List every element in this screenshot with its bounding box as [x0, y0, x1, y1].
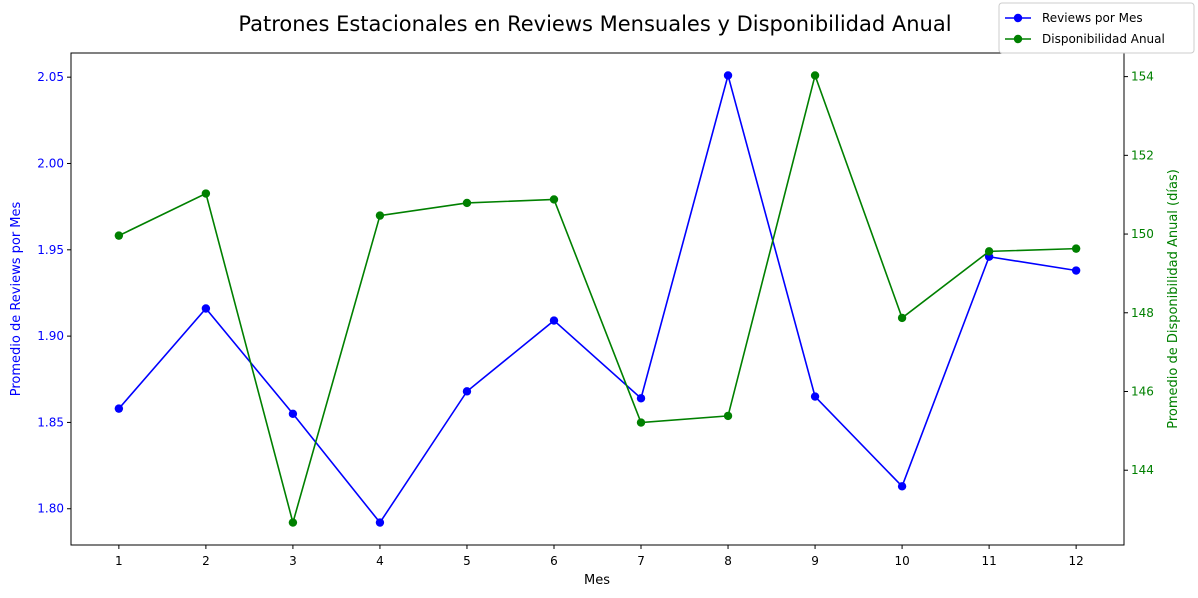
- left-y-tick-label: 1.90: [37, 329, 64, 343]
- x-tick-label: 1: [115, 554, 123, 568]
- legend-label: Reviews por Mes: [1042, 11, 1143, 25]
- left-y-tick-label: 2.00: [37, 156, 64, 170]
- x-tick-label: 2: [202, 554, 210, 568]
- series-line-reviews: [118, 72, 1077, 524]
- data-point-disponibilidad: [984, 247, 994, 256]
- left-y-tick-label: 1.80: [37, 502, 64, 516]
- legend: Reviews por Mes Disponibilidad Anual: [998, 2, 1195, 54]
- data-point-reviews: [549, 316, 559, 325]
- left-y-tick-label: 1.95: [37, 243, 64, 257]
- x-tick-label: 9: [811, 554, 819, 568]
- plot-frame: [70, 52, 1125, 546]
- data-point-disponibilidad: [201, 189, 211, 198]
- data-point-reviews: [636, 394, 646, 403]
- data-point-disponibilidad: [114, 231, 124, 240]
- x-tick-label: 10: [894, 554, 909, 568]
- x-tick-label: 8: [724, 554, 732, 568]
- right-y-tick-label: 154: [1131, 70, 1154, 84]
- data-point-reviews: [201, 304, 211, 313]
- right-y-tick-label: 148: [1131, 306, 1154, 320]
- left-y-axis-label: Promedio de Reviews por Mes: [9, 201, 24, 396]
- right-y-tick-label: 146: [1131, 384, 1154, 398]
- legend-label: Disponibilidad Anual: [1042, 32, 1165, 46]
- left-y-tick-label: 1.85: [37, 415, 64, 429]
- data-point-disponibilidad: [462, 198, 472, 208]
- data-point-disponibilidad: [375, 211, 385, 220]
- series-line-disponibilidad: [118, 72, 1077, 526]
- left-y-tick-label: 2.05: [37, 70, 64, 84]
- left-y-axis: 1.80 1.85 1.90 1.95 2.00 2.05: [37, 70, 71, 516]
- x-axis: 1 2 3 4 5 6 7 8 9 10 11 12: [115, 545, 1084, 568]
- right-y-tick-label: 144: [1131, 463, 1154, 477]
- right-y-axis-label: Promedio de Disponibilidad Anual (días): [1166, 169, 1181, 429]
- x-tick-label: 12: [1068, 554, 1083, 568]
- right-y-tick-label: 152: [1131, 148, 1154, 162]
- x-tick-label: 7: [637, 554, 645, 568]
- data-point-disponibilidad: [288, 518, 298, 527]
- data-point-reviews: [810, 392, 820, 401]
- x-axis-label: Mes: [584, 573, 610, 588]
- plot-area: [70, 52, 1125, 546]
- chart-title: Patrones Estacionales en Reviews Mensual…: [238, 12, 951, 36]
- legend-frame: [998, 2, 1195, 54]
- data-point-disponibilidad: [1071, 244, 1081, 253]
- right-y-tick-label: 150: [1131, 227, 1154, 241]
- data-point-reviews: [723, 71, 733, 80]
- x-tick-label: 5: [463, 554, 471, 568]
- data-point-reviews: [114, 404, 124, 413]
- data-point-reviews: [897, 482, 907, 491]
- legend-marker: [1013, 13, 1023, 23]
- right-y-axis: 144 146 148 150 152 154: [1124, 70, 1154, 477]
- data-point-disponibilidad: [810, 71, 820, 80]
- x-tick-label: 11: [981, 554, 996, 568]
- data-point-reviews: [1071, 266, 1081, 275]
- data-point-disponibilidad: [549, 195, 559, 204]
- legend-marker: [1013, 34, 1023, 44]
- data-point-reviews: [375, 518, 385, 527]
- x-tick-label: 3: [289, 554, 297, 568]
- data-point-disponibilidad: [636, 418, 646, 427]
- data-point-disponibilidad: [723, 411, 733, 421]
- x-tick-label: 6: [550, 554, 558, 568]
- data-point-reviews: [462, 387, 472, 396]
- data-point-disponibilidad: [897, 313, 907, 323]
- x-tick-label: 4: [376, 554, 384, 568]
- series-layer: [114, 71, 1081, 527]
- data-point-reviews: [288, 409, 298, 418]
